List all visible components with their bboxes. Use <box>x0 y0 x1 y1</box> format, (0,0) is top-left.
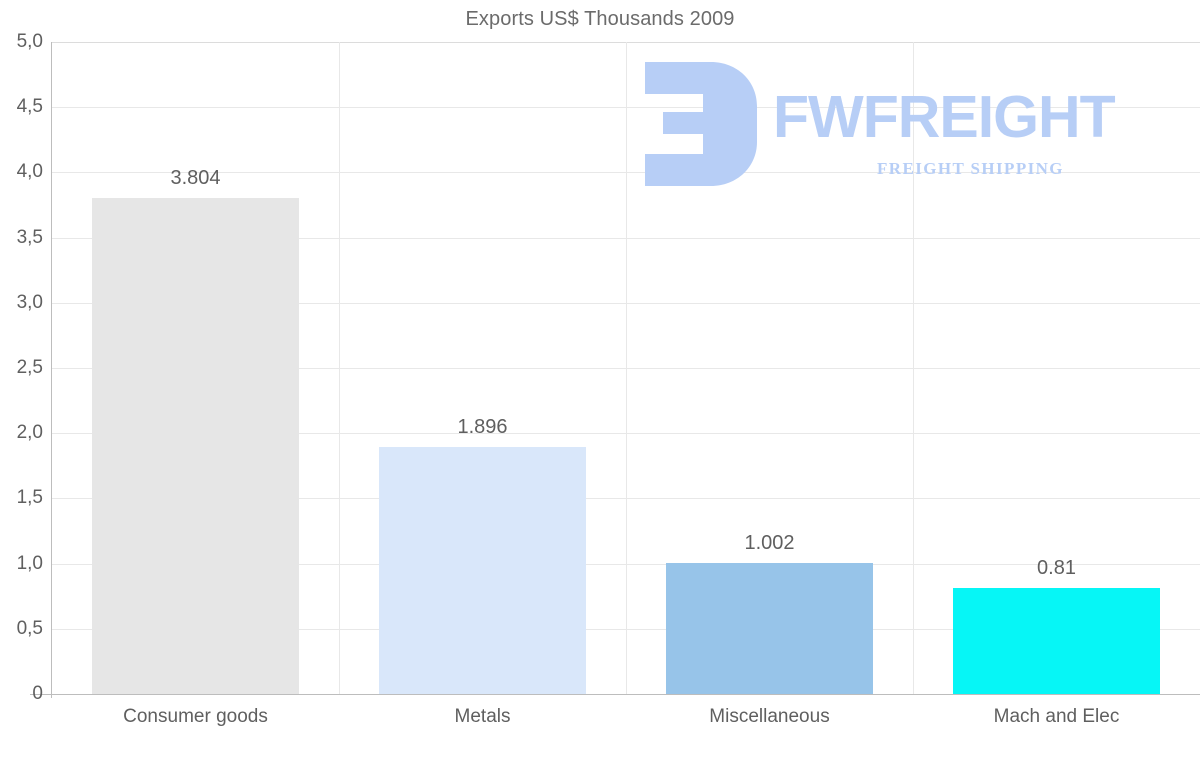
y-axis-line <box>51 42 52 698</box>
chart-title: Exports US$ Thousands 2009 <box>465 8 735 30</box>
bar-metals[interactable] <box>379 447 586 694</box>
y-tick-label: 1,0 <box>16 552 43 574</box>
category-separator <box>913 42 914 694</box>
y-tick-label: 2,5 <box>16 357 43 378</box>
y-tick-label: 1,5 <box>16 487 43 509</box>
bar-value-label: 1.002 <box>744 532 795 554</box>
y-tick-label: 0,5 <box>16 617 43 639</box>
y-tick-label: 2,0 <box>16 422 43 444</box>
x-axis-label-consumer-goods: Consumer goods <box>123 706 268 727</box>
y-tick-label: 4,0 <box>16 161 43 183</box>
y-tick-label: 5,0 <box>16 31 43 52</box>
x-axis-label-metals: Metals <box>454 706 511 727</box>
bar-value-label: 3.804 <box>170 167 221 189</box>
bar-value-label: 0.81 <box>1037 557 1076 579</box>
bar-mach-and-elec[interactable] <box>953 588 1160 694</box>
bar-consumer-goods[interactable] <box>92 198 299 694</box>
x-axis-label-miscellaneous: Miscellaneous <box>709 706 830 727</box>
y-tick-label: 0 <box>32 683 43 704</box>
plot-area <box>52 42 1200 694</box>
category-separator <box>339 42 340 694</box>
x-axis-label-mach-and-elec: Mach and Elec <box>993 706 1120 727</box>
y-tick-label: 4,5 <box>16 96 43 118</box>
category-separator <box>626 42 627 694</box>
bar-miscellaneous[interactable] <box>666 563 873 694</box>
y-tick-label: 3,5 <box>16 226 43 248</box>
y-tick-label: 3,0 <box>16 291 43 313</box>
x-axis-line <box>30 694 1200 695</box>
bar-value-label: 1.896 <box>457 416 508 438</box>
